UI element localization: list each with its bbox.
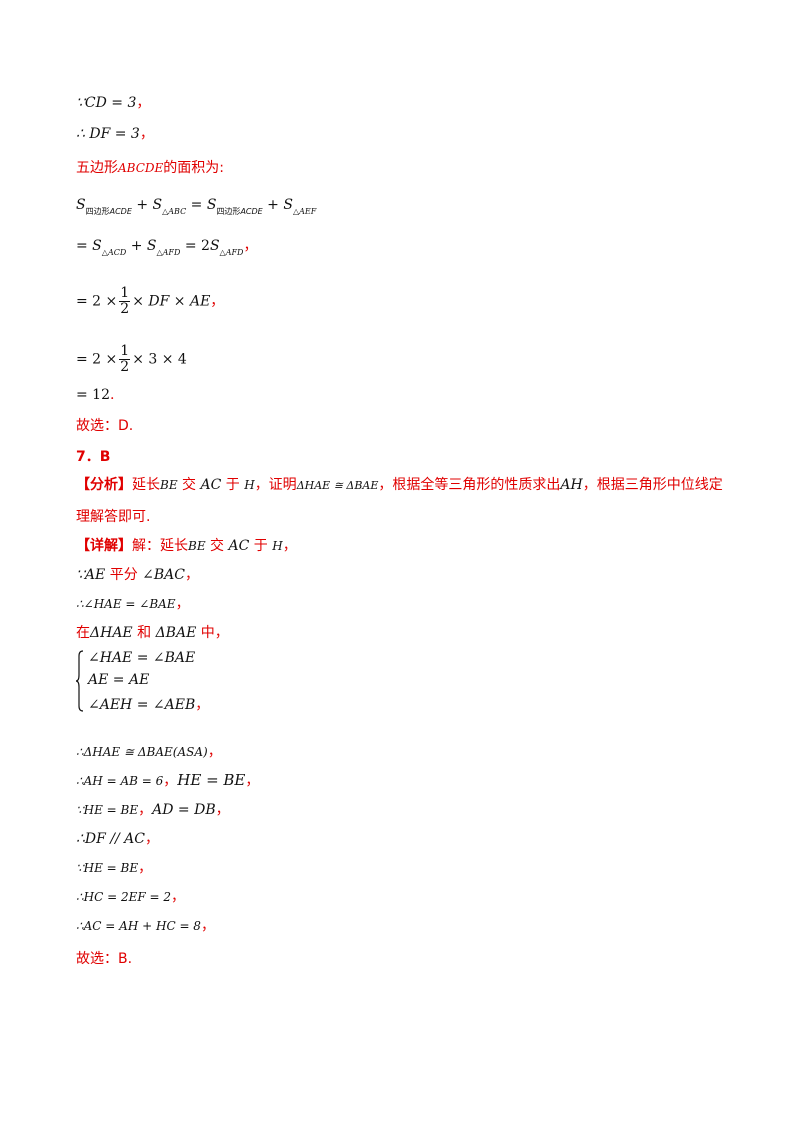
punctuation: ， — [185, 567, 199, 583]
math-expression: AC — [200, 477, 222, 493]
text-segment: 在 — [76, 625, 90, 641]
text-line: ∵HE = BE，AD = DB， — [76, 801, 230, 819]
text-segment: 理解答即可. — [76, 509, 151, 525]
text-segment: 于 — [221, 477, 245, 493]
text-line: ∴∠HAE = ∠BAE， — [76, 595, 190, 613]
punctuation: ， — [145, 831, 160, 847]
detail-tag: 【详解】 — [76, 538, 132, 554]
analysis-tag: 【分析】 — [76, 477, 132, 493]
text-line: ∴AH = AB = 6，HE = BE， — [76, 771, 259, 790]
math-expression: ∵HE = BE — [76, 803, 139, 817]
text-segment: ， — [282, 538, 297, 554]
text-segment: 交 — [177, 477, 201, 493]
text-segment: 五边形 — [76, 160, 118, 176]
text-line: 五边形ABCDE的面积为: — [76, 159, 224, 177]
question-number: 7．B — [76, 448, 110, 466]
text-segment: 和 — [132, 625, 156, 641]
punctuation: . — [110, 387, 115, 403]
math-expression: BE — [160, 478, 178, 492]
text-line: ∴HC = 2EF = 2， — [76, 888, 185, 906]
answer-line: 故选：D. — [76, 417, 133, 435]
math-expression: ABCDE — [118, 161, 164, 175]
text-segment: 解：延长 — [132, 538, 188, 554]
math-expression: ∵CD = 3 — [76, 95, 137, 111]
punctuation: ， — [163, 773, 178, 789]
math-expression: ∵HE = BE — [76, 861, 139, 875]
text-segment: ，根据全等三角形的性质求出 — [378, 477, 561, 493]
math-expression: H — [244, 478, 255, 492]
math-expression: ΔHAE — [90, 625, 133, 641]
math-expression: = 12 — [76, 387, 110, 403]
text-line: ∴ DF = 3， — [76, 125, 154, 143]
answer-text: 故选：B. — [76, 951, 133, 967]
text-line: ∴DF // AC， — [76, 830, 159, 848]
analysis-line: 理解答即可. — [76, 508, 150, 526]
text-segment: 平分 — [105, 567, 143, 583]
area-formula-line: = S△ACD + S△AFD = 2S△AFD， — [76, 238, 258, 257]
answer-line: 故选：B. — [76, 950, 132, 968]
text-line: ∴AC = AH + HC = 8， — [76, 917, 215, 935]
math-expression: ∵AE — [76, 567, 106, 583]
area-formula-line: = 2 × 1 2 × DF × AE， — [76, 285, 225, 317]
math-expression: ∠BAC — [142, 567, 185, 583]
punctuation: ， — [138, 802, 153, 818]
punctuation: ， — [138, 860, 153, 876]
math-expression: ∠AEH = ∠AEB — [88, 697, 196, 713]
math-expression: BE — [188, 539, 206, 553]
math-expression: AD = DB — [152, 802, 216, 818]
text-line: ∴ΔHAE ≅ ΔBAE(ASA)， — [76, 743, 222, 761]
punctuation: ， — [175, 596, 190, 612]
math-expression: ∴∠HAE = ∠BAE — [76, 597, 176, 611]
punctuation: ， — [195, 697, 210, 713]
math-expression: AC — [228, 538, 250, 554]
text-segment: ，证明 — [254, 477, 297, 493]
text-line: ∵AE 平分 ∠BAC， — [76, 566, 199, 584]
text-segment: 延长 — [132, 477, 160, 493]
math-expression: ∴DF // AC — [76, 831, 146, 847]
math-expression: ΔBAE — [155, 625, 197, 641]
text-line: ∵HE = BE， — [76, 859, 152, 877]
math-expression: HE = BE — [177, 771, 246, 789]
text-line: ∵CD = 3， — [76, 94, 150, 112]
punctuation: ， — [139, 126, 154, 142]
question-label: 7．B — [76, 449, 111, 465]
area-formula-line: S四边形ACDE + S△ABC = S四边形ACDE + S△AEF — [76, 197, 317, 216]
answer-text: 故选：D. — [76, 418, 134, 434]
text-segment: ，根据三角形中位线定 — [582, 477, 723, 493]
math-expression: ∴AC = AH + HC = 8 — [76, 919, 201, 933]
text-line: 在ΔHAE 和 ΔBAE 中， — [76, 624, 229, 642]
math-expression: ∴AH = AB = 6 — [76, 774, 164, 788]
math-expression: ∴ΔHAE ≅ ΔBAE(ASA) — [76, 745, 208, 759]
text-segment: 交 — [205, 538, 229, 554]
equation-line: ∠AEH = ∠AEB， — [88, 694, 209, 714]
text-segment: 中， — [196, 625, 229, 641]
analysis-line: 【分析】延长BE 交 AC 于 H，证明ΔHAE ≅ ΔBAE，根据全等三角形的… — [76, 476, 723, 495]
math-expression: ∴HC = 2EF = 2 — [76, 890, 172, 904]
detail-line: 【详解】解：延长BE 交 AC 于 H， — [76, 537, 297, 555]
left-brace-icon — [76, 650, 84, 712]
math-expression: AH — [560, 477, 583, 493]
math-expression: ∴ DF = 3 — [76, 126, 140, 142]
punctuation: ， — [215, 802, 230, 818]
text-segment: 的面积为: — [163, 160, 224, 176]
equation-line: AE = AE — [88, 672, 150, 688]
equation-line: ∠HAE = ∠BAE — [88, 650, 196, 666]
area-formula-line: = 2 × 1 2 × 3 × 4 — [76, 343, 187, 375]
punctuation: ， — [136, 95, 151, 111]
punctuation: ， — [207, 744, 222, 760]
punctuation: ， — [171, 889, 186, 905]
text-line: = 12. — [76, 386, 114, 404]
punctuation: ， — [200, 918, 215, 934]
math-expression: H — [272, 539, 283, 553]
math-expression: ΔHAE ≅ ΔBAE — [296, 479, 379, 492]
text-segment: 于 — [249, 538, 273, 554]
punctuation: ， — [245, 773, 260, 789]
